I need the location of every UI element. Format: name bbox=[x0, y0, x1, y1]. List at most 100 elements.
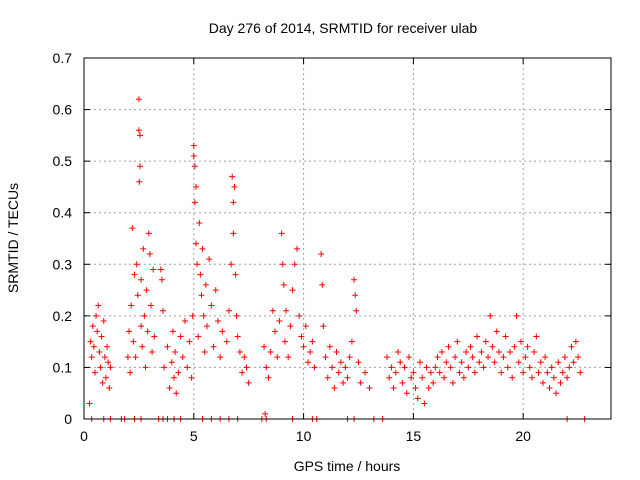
data-point bbox=[149, 348, 156, 355]
data-point bbox=[131, 271, 138, 278]
data-point bbox=[526, 364, 533, 371]
data-point bbox=[302, 323, 309, 330]
data-point bbox=[161, 364, 168, 371]
tick-labels: 0 0.1 0.2 0.3 0.4 0.5 0.6 0.7 0 5 10 15 20 bbox=[53, 50, 532, 444]
data-point bbox=[575, 354, 582, 361]
data-point bbox=[474, 333, 481, 340]
data-point bbox=[362, 369, 369, 376]
data-point bbox=[500, 354, 507, 361]
data-point bbox=[130, 338, 137, 345]
data-point bbox=[539, 379, 546, 386]
data-point bbox=[88, 354, 95, 361]
data-point bbox=[90, 343, 97, 350]
data-point bbox=[566, 364, 573, 371]
data-point bbox=[326, 343, 333, 350]
data-point bbox=[206, 256, 213, 263]
data-point bbox=[471, 369, 478, 376]
data-point bbox=[287, 323, 294, 330]
data-point bbox=[357, 379, 364, 386]
data-point bbox=[498, 369, 505, 376]
data-point bbox=[144, 328, 151, 335]
data-point bbox=[190, 142, 197, 149]
data-point bbox=[101, 354, 108, 361]
data-point bbox=[164, 343, 171, 350]
data-point bbox=[414, 395, 421, 402]
data-point bbox=[194, 261, 201, 268]
data-point bbox=[517, 338, 524, 345]
data-point bbox=[171, 374, 178, 381]
data-point bbox=[172, 348, 179, 355]
data-point bbox=[324, 374, 331, 381]
data-point bbox=[449, 379, 456, 386]
data-point bbox=[135, 96, 142, 103]
x-tick-label: 5 bbox=[190, 428, 198, 444]
y-tick-label: 0.7 bbox=[53, 50, 73, 66]
data-point bbox=[285, 354, 292, 361]
y-tick-label: 0.6 bbox=[53, 102, 73, 118]
data-point bbox=[138, 276, 145, 283]
data-point bbox=[553, 390, 560, 397]
data-point bbox=[182, 318, 189, 325]
data-point bbox=[208, 302, 215, 309]
data-point bbox=[425, 385, 432, 392]
data-point bbox=[564, 374, 571, 381]
data-point bbox=[107, 364, 114, 371]
data-point bbox=[280, 281, 287, 288]
y-tick-label: 0 bbox=[64, 411, 72, 427]
data-point bbox=[408, 374, 415, 381]
data-point bbox=[337, 359, 344, 366]
data-point bbox=[544, 369, 551, 376]
data-point bbox=[504, 364, 511, 371]
data-point bbox=[132, 354, 139, 361]
data-point bbox=[143, 287, 150, 294]
x-axis-label: GPS time / hours bbox=[294, 458, 401, 474]
data-point bbox=[234, 333, 241, 340]
x-tick-label: 0 bbox=[80, 428, 88, 444]
data-point bbox=[158, 276, 165, 283]
data-point bbox=[577, 369, 584, 376]
data-point bbox=[160, 307, 167, 314]
data-point bbox=[199, 245, 206, 252]
data-point bbox=[145, 230, 152, 237]
data-point bbox=[136, 132, 143, 139]
data-point bbox=[267, 348, 274, 355]
data-point bbox=[546, 385, 553, 392]
data-point bbox=[243, 364, 250, 371]
data-point bbox=[265, 374, 272, 381]
data-point bbox=[262, 410, 269, 417]
data-point bbox=[460, 374, 467, 381]
data-point bbox=[515, 359, 522, 366]
data-point bbox=[561, 354, 568, 361]
data-point bbox=[239, 369, 246, 376]
data-point bbox=[136, 178, 143, 185]
data-point bbox=[96, 348, 103, 355]
data-point bbox=[141, 312, 148, 319]
data-point bbox=[513, 312, 520, 319]
data-point bbox=[502, 333, 509, 340]
data-point bbox=[487, 312, 494, 319]
data-point bbox=[293, 245, 300, 252]
data-point bbox=[352, 292, 359, 299]
data-point bbox=[191, 199, 198, 206]
data-point bbox=[493, 328, 500, 335]
data-point bbox=[436, 369, 443, 376]
data-point bbox=[465, 364, 472, 371]
data-point bbox=[217, 354, 224, 361]
data-point bbox=[231, 183, 238, 190]
data-point bbox=[568, 343, 575, 350]
data-point bbox=[522, 354, 529, 361]
data-point bbox=[191, 163, 198, 170]
data-point bbox=[105, 359, 112, 366]
data-point bbox=[300, 343, 307, 350]
data-point bbox=[195, 333, 202, 340]
data-point bbox=[467, 343, 474, 350]
y-tick-label: 0.5 bbox=[53, 153, 73, 169]
data-point bbox=[399, 379, 406, 386]
data-point bbox=[410, 369, 417, 376]
data-point bbox=[511, 343, 518, 350]
data-point bbox=[289, 287, 296, 294]
data-point bbox=[150, 266, 157, 273]
data-point bbox=[331, 385, 338, 392]
y-tick-label: 0.2 bbox=[53, 308, 73, 324]
data-point bbox=[203, 323, 210, 330]
